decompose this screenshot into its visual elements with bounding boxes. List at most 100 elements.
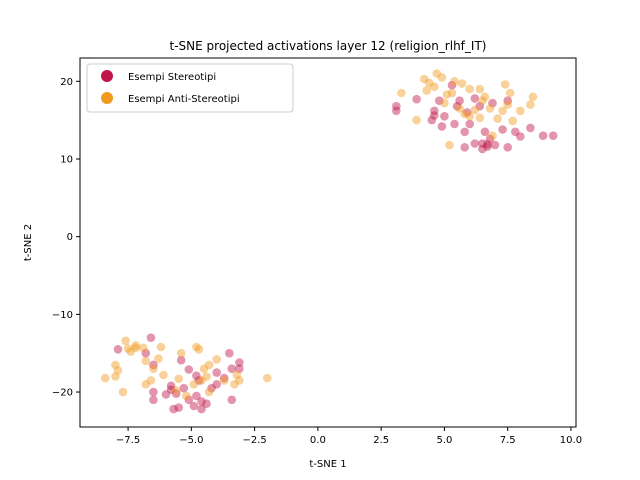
point-series-0-50 <box>184 365 194 374</box>
point-series-0-20 <box>478 144 487 154</box>
point-series-0-46 <box>171 389 181 398</box>
point-series-0-2 <box>412 94 421 104</box>
point-series-0-16 <box>470 94 480 103</box>
point-series-0-48 <box>176 355 186 365</box>
point-series-1-25 <box>500 80 510 89</box>
point-series-1-40 <box>123 344 133 353</box>
point-series-0-31 <box>516 132 525 141</box>
point-series-1-61 <box>202 372 211 381</box>
point-series-1-13 <box>457 79 467 88</box>
point-series-0-7 <box>437 122 447 131</box>
point-series-1-2 <box>419 74 429 84</box>
point-series-0-35 <box>447 80 457 90</box>
point-series-1-23 <box>493 114 502 123</box>
point-series-1-5 <box>430 82 439 91</box>
point-series-0-27 <box>498 125 507 134</box>
point-series-0-63 <box>225 348 234 358</box>
point-series-0-9 <box>450 119 459 129</box>
point-series-1-39 <box>121 336 130 346</box>
point-series-1-15 <box>465 84 475 94</box>
legend-label-anti-stereotipi: Esempi Anti-Stereotipi <box>128 94 240 105</box>
point-series-1-1 <box>412 115 421 125</box>
y-tick-label: −20 <box>52 388 73 399</box>
point-series-0-30 <box>511 127 520 137</box>
x-tick-label: −5.0 <box>179 435 203 446</box>
point-series-0-44 <box>166 385 176 395</box>
point-series-1-63 <box>212 355 221 364</box>
point-series-0-11 <box>455 96 464 105</box>
point-series-1-66 <box>232 370 242 380</box>
point-series-0-60 <box>212 380 221 389</box>
point-series-0-33 <box>538 131 548 140</box>
point-series-0-37 <box>141 348 151 358</box>
point-series-0-61 <box>212 368 221 377</box>
point-series-1-16 <box>465 112 475 121</box>
point-series-0-57 <box>197 397 206 406</box>
point-series-1-22 <box>488 131 497 140</box>
legend-label-stereotipi: Esempi Stereotipi <box>128 72 216 83</box>
point-series-0-38 <box>146 333 156 343</box>
point-series-0-15 <box>465 119 475 129</box>
point-series-1-20 <box>480 92 490 102</box>
point-series-0-19 <box>478 139 487 148</box>
point-series-1-65 <box>230 380 239 389</box>
point-series-1-6 <box>432 69 442 78</box>
point-series-0-25 <box>488 98 497 108</box>
x-tick-label: −2.5 <box>242 435 266 446</box>
point-series-0-24 <box>485 134 495 144</box>
point-series-1-41 <box>126 347 135 356</box>
point-series-1-35 <box>111 360 120 370</box>
y-axis: −20 −10 0 10 20 <box>52 77 80 399</box>
point-series-1-33 <box>478 96 487 105</box>
point-series-1-49 <box>154 354 163 363</box>
legend-box <box>86 63 294 113</box>
point-series-0-62 <box>219 373 229 383</box>
point-series-1-54 <box>176 348 186 358</box>
point-series-1-69 <box>204 387 214 397</box>
point-series-0-65 <box>227 395 237 405</box>
point-series-0-29 <box>503 96 512 105</box>
point-series-1-11 <box>450 77 459 86</box>
point-series-1-64 <box>219 376 229 385</box>
x-tick-label: 0.0 <box>310 435 326 446</box>
point-series-1-27 <box>505 88 515 98</box>
point-series-0-22 <box>483 142 492 151</box>
point-series-0-32 <box>526 123 535 133</box>
point-series-0-14 <box>462 108 472 117</box>
points-layer <box>101 69 558 414</box>
point-series-0-13 <box>460 143 470 152</box>
legend-marker-anti-stereotipi <box>101 92 113 104</box>
point-series-1-48 <box>149 364 158 374</box>
point-series-1-28 <box>508 116 517 126</box>
chart-title: t-SNE projected activations layer 12 (re… <box>170 39 487 53</box>
point-series-0-52 <box>189 401 199 411</box>
x-axis-label: t-SNE 1 <box>309 459 346 470</box>
point-series-1-56 <box>189 380 199 389</box>
point-series-0-26 <box>490 140 500 150</box>
y-tick-label: 20 <box>60 77 73 88</box>
y-axis-label: t-SNE 2 <box>23 224 34 261</box>
point-series-0-43 <box>166 381 176 391</box>
point-series-1-43 <box>131 343 140 353</box>
point-series-0-10 <box>452 101 462 111</box>
point-series-0-18 <box>475 101 485 111</box>
point-series-0-54 <box>192 371 201 381</box>
point-series-0-23 <box>483 139 492 149</box>
point-series-0-0 <box>392 101 401 111</box>
point-series-0-1 <box>392 106 401 116</box>
point-series-1-37 <box>111 372 120 381</box>
point-series-1-38 <box>118 387 128 397</box>
plot-area-frame <box>79 57 577 428</box>
point-series-1-26 <box>503 100 512 109</box>
point-series-1-67 <box>235 376 244 385</box>
point-series-1-60 <box>199 364 209 374</box>
point-series-1-12 <box>455 104 464 113</box>
point-series-1-29 <box>516 106 525 116</box>
point-series-1-10 <box>447 88 457 98</box>
point-series-1-42 <box>131 341 140 350</box>
point-series-1-24 <box>498 106 507 116</box>
point-series-1-8 <box>442 90 452 99</box>
y-tick-label: 10 <box>60 154 73 165</box>
point-series-1-68 <box>263 373 272 383</box>
point-series-1-31 <box>528 92 538 102</box>
